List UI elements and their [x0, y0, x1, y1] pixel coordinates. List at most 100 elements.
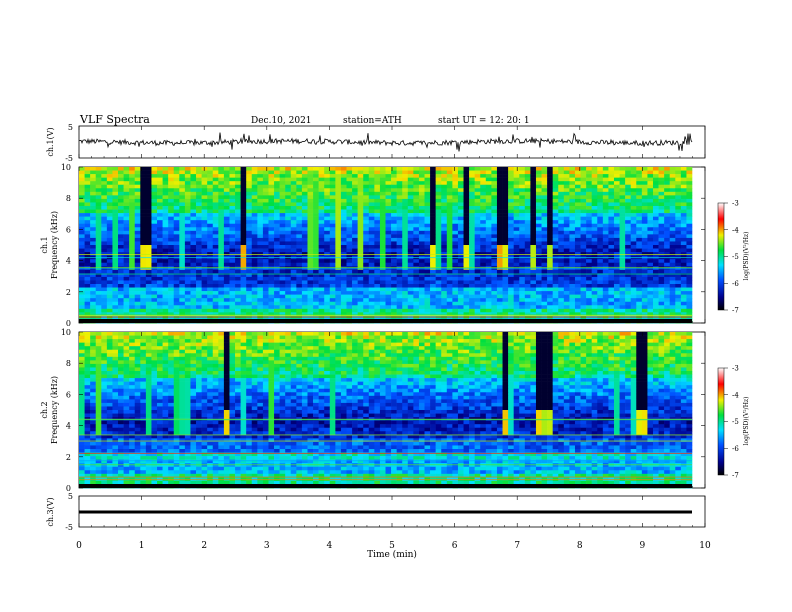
spectrogram-cell	[418, 308, 425, 313]
spectrogram-cell	[324, 315, 331, 320]
spectrogram-cell	[95, 273, 102, 278]
spectrogram-cell	[452, 206, 459, 210]
spectrogram-cell	[162, 209, 169, 214]
spectrogram-cell	[168, 184, 175, 189]
spectrogram-cell	[257, 245, 264, 249]
spectrogram-cell	[318, 191, 325, 196]
spectrogram-cell	[558, 170, 565, 175]
spectrogram-cell	[636, 308, 643, 313]
spectrogram-cell	[469, 237, 475, 242]
spectrogram-cell	[502, 305, 509, 310]
spectrogram-cell	[418, 184, 425, 189]
spectrogram-cell	[508, 269, 514, 274]
spectrogram-cell	[675, 174, 682, 178]
spectrogram-cell	[201, 223, 208, 228]
spectrogram-cell	[296, 191, 303, 196]
spectrogram-cell	[519, 305, 526, 310]
spectrogram-cell	[106, 167, 113, 171]
spectrogram-cell	[396, 301, 403, 306]
spectrogram-cell	[430, 191, 436, 196]
spectrogram-cell	[524, 291, 531, 295]
spectrogram-cell	[324, 223, 331, 228]
spectrogram-cell	[329, 305, 336, 310]
spectrogram-cell	[513, 287, 520, 292]
spectrogram-cell	[580, 206, 587, 210]
spectrogram-cell	[480, 262, 487, 267]
spectrogram-cell	[134, 195, 141, 200]
spectrogram-cell	[235, 315, 241, 320]
spectrogram-cell	[402, 170, 409, 175]
spectrogram-cell	[641, 269, 648, 274]
spectrogram-cell	[301, 294, 308, 299]
spectrogram-cell	[385, 177, 392, 182]
spectrogram-cell	[279, 280, 286, 285]
spectrogram-cell	[480, 234, 487, 239]
spectrogram-cell	[346, 202, 353, 207]
spectrogram-cell	[474, 184, 481, 189]
spectrogram-cell	[134, 209, 141, 214]
spectrogram-cell	[669, 174, 676, 178]
spectrogram-cell	[547, 220, 553, 225]
spectrogram-cell	[413, 167, 420, 171]
spectrogram-cell	[290, 220, 297, 225]
spectrogram-cell	[385, 206, 392, 210]
spectrogram-cell	[129, 248, 136, 253]
spectrogram-cell	[641, 259, 648, 264]
spectrogram-cell	[145, 291, 152, 295]
spectrogram-cell	[134, 332, 141, 336]
spectrogram-cell	[524, 237, 531, 242]
spectrogram-cell	[84, 305, 91, 310]
spectrogram-cell	[90, 273, 97, 278]
spectrogram-cell	[379, 206, 386, 210]
spectrogram-cell	[469, 177, 475, 182]
spectrogram-cell	[558, 209, 565, 214]
spectrogram-cell	[101, 291, 108, 295]
spectrogram-cell	[463, 202, 470, 207]
spectrogram-cell	[535, 188, 542, 193]
spectrogram-cell	[223, 191, 230, 196]
spectrogram-cell	[530, 234, 537, 239]
spectrogram-cell	[491, 276, 498, 281]
spectrogram-cell	[541, 198, 548, 203]
spectrogram-cell	[407, 241, 414, 246]
spectrogram-cell	[123, 174, 130, 178]
spectrogram-cell	[118, 262, 124, 267]
spectrogram-cell	[346, 184, 353, 189]
spectrogram-cell	[630, 170, 637, 175]
spectrogram-cell	[625, 259, 631, 264]
spectrogram-cell	[391, 259, 397, 264]
spectrogram-cell	[407, 276, 414, 281]
spectrogram-cell	[251, 269, 258, 274]
spectrogram-cell	[179, 284, 186, 288]
spectrogram-cell	[608, 216, 615, 221]
spectrogram-cell	[268, 234, 275, 239]
spectrogram-cell	[207, 220, 214, 225]
spectrogram-cell	[106, 241, 113, 246]
spectrogram-cell	[368, 181, 375, 186]
spectrogram-cell	[79, 280, 85, 285]
spectrogram-cell	[413, 301, 420, 306]
spectrogram-cell	[658, 181, 665, 186]
spectrogram-cell	[541, 332, 548, 336]
spectrogram-cell	[357, 188, 364, 193]
spectrogram-cell	[524, 234, 531, 239]
spectrogram-cell	[625, 266, 631, 271]
spectrogram-cell	[641, 206, 648, 210]
spectrogram-cell	[207, 195, 214, 200]
spectrogram-cell	[502, 209, 509, 214]
spectrogram-cell	[374, 181, 381, 186]
spectrogram-cell	[552, 181, 559, 186]
spectrogram-cell	[129, 291, 136, 295]
spectrogram-cell	[675, 206, 682, 210]
spectrogram-cell	[491, 245, 498, 249]
spectrogram-cell	[602, 332, 609, 336]
spectrogram-cell	[196, 181, 202, 186]
spectrogram-cell	[112, 174, 119, 178]
spectrogram-cell	[608, 273, 615, 278]
spectrogram-cell	[379, 298, 386, 303]
spectrogram-cell	[268, 216, 275, 221]
spectrogram-cell	[285, 184, 292, 189]
spectrogram-cell	[580, 276, 587, 281]
spectrogram-cell	[90, 220, 97, 225]
spectrogram-cell	[435, 252, 442, 256]
